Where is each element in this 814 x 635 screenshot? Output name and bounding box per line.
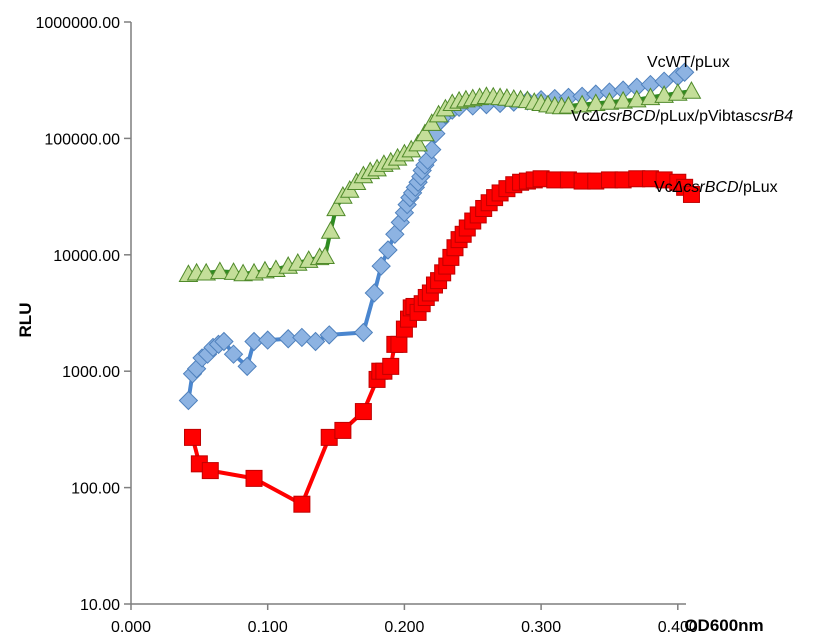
y-tick-label: 10.00 — [80, 597, 120, 614]
series-label-ptas-italic: ΔcsrBCD — [589, 108, 656, 125]
data-point-square — [383, 358, 399, 374]
data-point-square — [185, 429, 201, 445]
data-point-square — [202, 463, 218, 479]
data-point-square — [391, 336, 407, 352]
data-point-diamond — [179, 392, 197, 410]
y-tick-label: 1000000.00 — [35, 15, 120, 32]
x-tick-label: 0.000 — [111, 619, 151, 635]
x-tick-label: 0.200 — [384, 619, 424, 635]
series-label-ptas-italic2: csrB4 — [752, 108, 793, 125]
y-tick-label: 100.00 — [71, 481, 120, 498]
data-point-square — [294, 496, 310, 512]
data-point-square — [246, 470, 262, 486]
data-point-diamond — [372, 257, 390, 275]
series-label-mutant-italic: ΔcsrBCD — [672, 179, 739, 196]
series-label-mutant: VcΔcsrBCD/pLux — [654, 179, 778, 196]
x-tick-label: 0.300 — [521, 619, 561, 635]
y-tick-label: 10000.00 — [53, 248, 120, 265]
y-tick-label: 100000.00 — [44, 131, 120, 148]
x-axis-title: OD600nm — [684, 616, 763, 635]
series-label-mutant-suffix: /pLux — [739, 179, 778, 196]
y-axis-title: RLU — [16, 303, 35, 338]
data-point-diamond — [365, 284, 383, 302]
series-label-ptas-suffix: /pLux/pVibtas — [656, 108, 753, 125]
y-ticks: 10.00 100.00 1000.00 10000.00 100000.00 10000… — [35, 15, 131, 614]
series-label-mutant-prefix: Vc — [654, 179, 673, 196]
x-ticks: 0.000 0.100 0.200 0.300 0.400 — [111, 604, 698, 635]
data-point-diamond — [259, 331, 277, 349]
series-label-wt: VcWT/pLux — [647, 54, 730, 71]
data-point-diamond — [354, 324, 372, 342]
data-point-square — [335, 422, 351, 438]
series-label-wt-text: VcWT/pLux — [647, 54, 730, 71]
data-point-diamond — [379, 241, 397, 259]
data-point-square — [355, 404, 371, 420]
x-tick-label: 0.100 — [248, 619, 288, 635]
data-point-triangle — [322, 222, 340, 238]
series-label-ptas-prefix: Vc — [571, 108, 590, 125]
y-tick-label: 1000.00 — [62, 364, 120, 381]
series-label-ptas: VcΔcsrBCD/pLux/pVibtascsrB4 — [571, 108, 793, 125]
series-layer — [179, 63, 700, 512]
